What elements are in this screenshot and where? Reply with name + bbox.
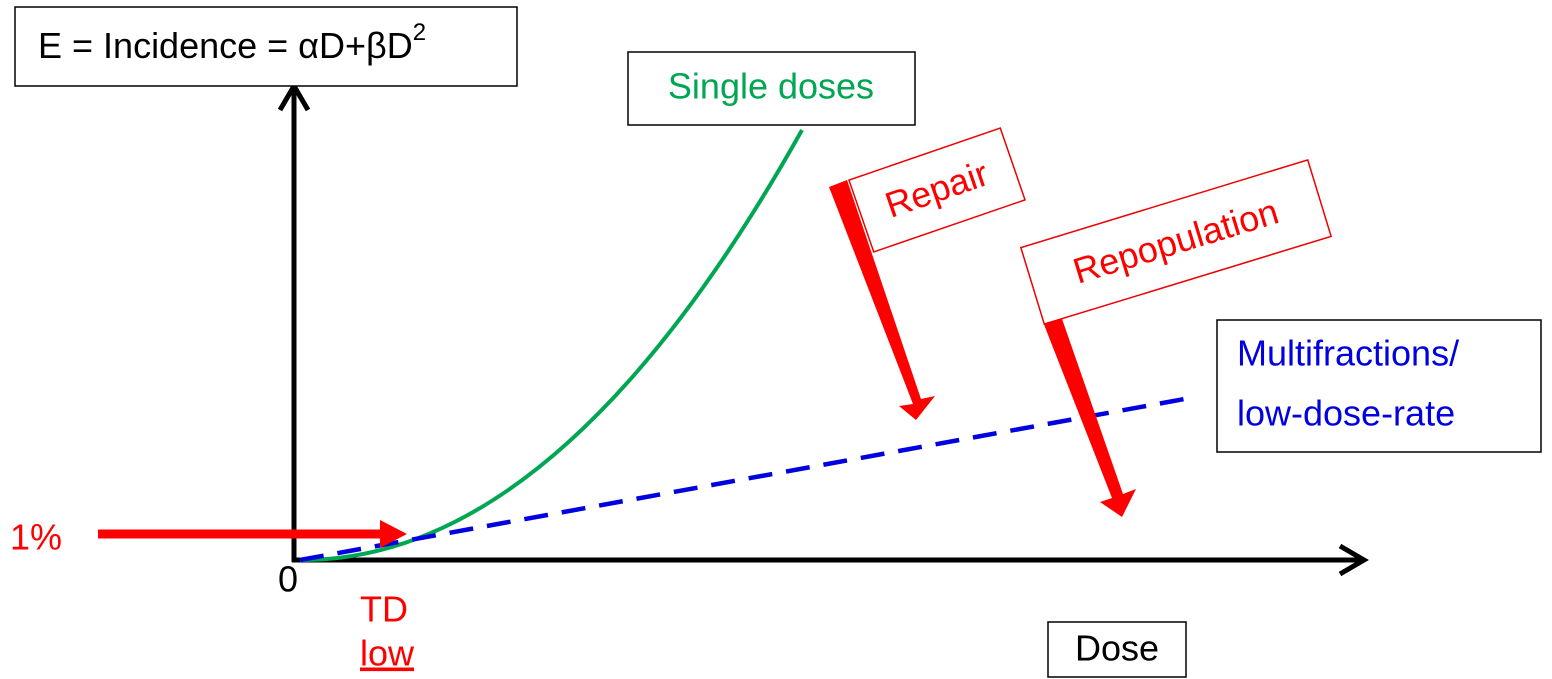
y-axis-label: E = Incidence = αD+βD2 [38, 19, 426, 65]
multifraction-line [299, 395, 1191, 563]
y-axis-label-box [14, 6, 518, 87]
multifraction-label-line1: Multifractions/ [1237, 333, 1459, 374]
threshold-arrowhead [380, 520, 407, 548]
x-axis-label-box [1047, 621, 1187, 678]
threshold-marker: 1% [10, 517, 62, 558]
single-dose-box [627, 51, 916, 126]
single-dose-label: Single doses [668, 66, 874, 107]
threshold-label-line2: low [360, 633, 415, 674]
repopulation-box [1019, 158, 1333, 326]
x-axis-arrowhead [1338, 543, 1369, 577]
single-dose-curve [299, 129, 804, 563]
multifraction-label-line2: low-dose-rate [1237, 393, 1455, 434]
repopulation-arrow [1043, 316, 1136, 517]
x-axis-label: Dose [1075, 628, 1159, 669]
threshold-label-line1: TD [360, 589, 408, 630]
multifraction-box [1216, 319, 1542, 453]
repair-box [848, 127, 1026, 253]
origin-label: 0 [278, 559, 298, 600]
repair-arrow [829, 180, 935, 420]
